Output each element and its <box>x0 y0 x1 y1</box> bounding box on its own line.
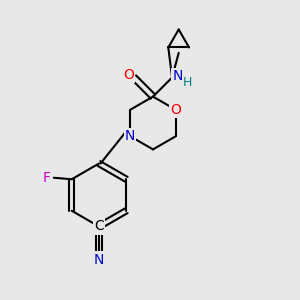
Text: F: F <box>43 171 51 185</box>
Text: N: N <box>172 69 183 83</box>
Text: H: H <box>183 76 192 88</box>
Text: N: N <box>94 253 104 266</box>
Text: C: C <box>94 220 104 233</box>
Text: N: N <box>125 129 135 143</box>
Text: O: O <box>170 103 181 117</box>
Text: O: O <box>123 68 134 82</box>
